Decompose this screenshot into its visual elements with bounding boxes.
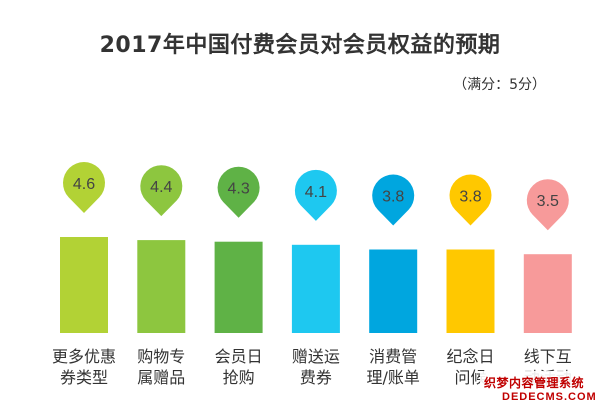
category-label-3: 会员日 抢购 [214,347,263,387]
value-marker-4 [294,169,337,221]
value-label-7: 3.5 [537,193,559,210]
category-label-6: 纪念日 问候 [446,347,495,387]
category-label-2: 购物专 属赠品 [137,347,186,387]
category-label-1: 更多优惠 券类型 [51,347,116,387]
value-marker-3 [217,166,260,218]
chart-subtitle: （满分：5分） [453,77,546,93]
bar-3 [214,241,263,333]
value-label-3: 4.3 [227,181,249,198]
bar-5 [369,249,418,333]
value-label-4: 4.1 [305,184,327,201]
watermark-line2: DEDECMS.COM [502,391,597,403]
watermark: 织梦内容管理系统 DEDECMS.COM [480,371,600,410]
bar-6 [446,249,495,333]
bar-4 [291,244,340,333]
bar-7 [523,254,572,333]
bar-1 [60,237,108,333]
value-label-5: 3.8 [382,189,404,206]
chart-title: 2017年中国付费会员对会员权益的预期 [99,33,501,58]
value-marker-1 [63,162,105,213]
category-label-5: 消费管 理/账单 [366,347,420,387]
value-marker-7 [526,179,569,231]
bar-2 [137,240,186,333]
category-label-4: 赠送运 费券 [291,347,340,387]
value-marker-6 [449,174,492,226]
value-marker-5 [372,174,415,226]
value-label-2: 4.4 [150,179,172,196]
value-label-6: 3.8 [459,189,481,206]
value-label-1: 4.6 [73,176,95,193]
watermark-line1: 织梦内容管理系统 [484,376,585,390]
value-marker-2 [140,165,183,217]
